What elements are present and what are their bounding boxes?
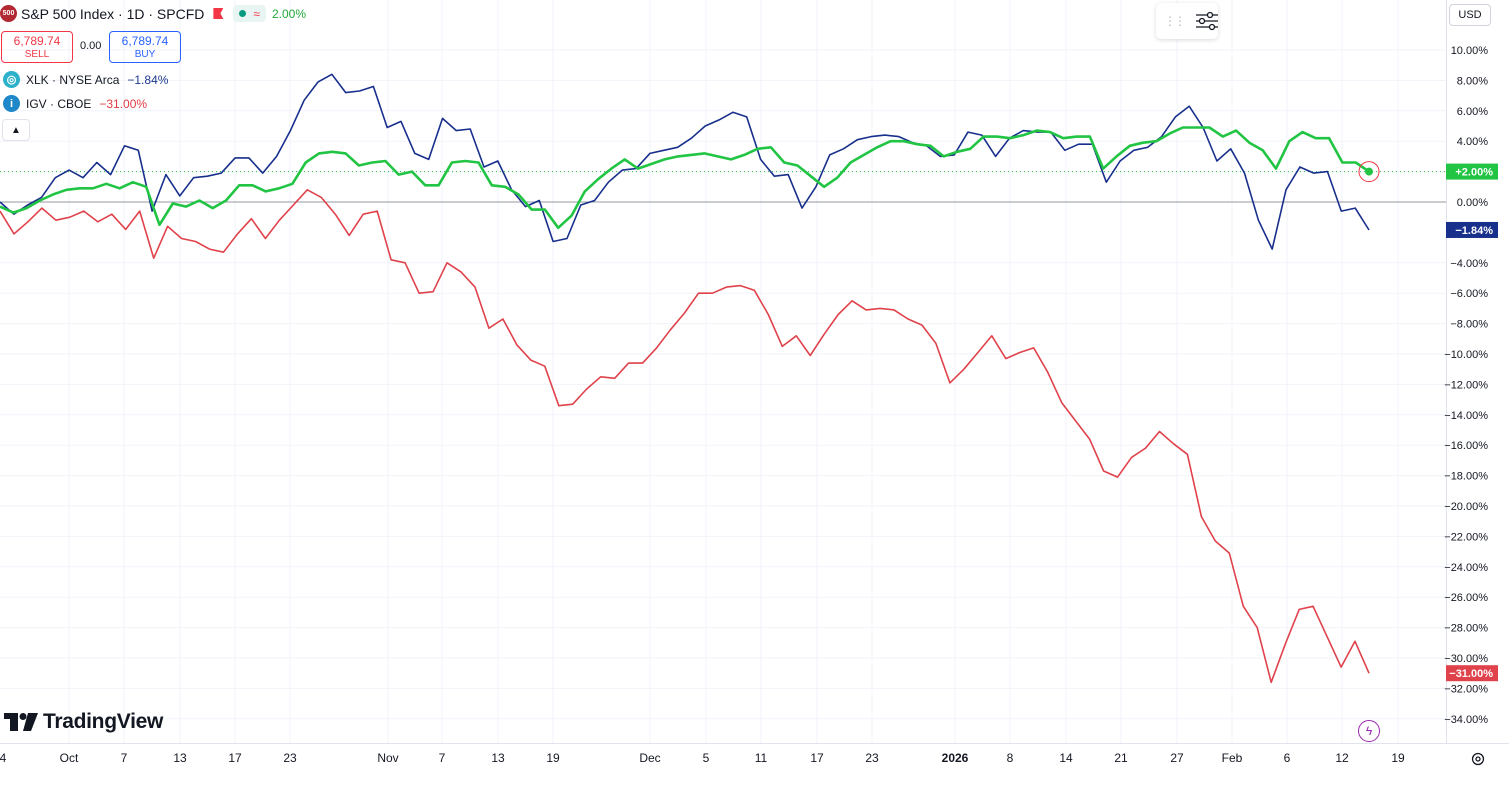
y-tick-label: −10.00% [1444,349,1488,361]
object-tree-button[interactable]: ⋮⋮ [1156,3,1218,39]
chart-title[interactable]: S&P 500 Index · 1D · SPCFD [21,5,205,22]
y-tick-label: −28.00% [1444,623,1488,635]
y-tick-label: −32.00% [1444,683,1488,695]
y-tick-label: −12.00% [1444,379,1488,391]
buy-label: BUY [134,49,156,60]
series [0,73,1380,684]
y-tick-label: −34.00% [1444,714,1488,726]
chevron-up-icon: ▲ [11,124,21,136]
compare-legend-igv[interactable]: i IGV · CBOE −31.00% [3,95,147,112]
x-tick-label: 5 [703,751,710,765]
x-tick-label: 13 [173,751,187,765]
tradingview-logo[interactable]: TradingView [4,710,163,734]
main-change-pct: 2.00% [271,6,306,21]
price-axis[interactable]: 10.00%8.00%6.00%4.00%2.00%0.00%−4.00%−6.… [1444,45,1488,726]
last-value-label-bg [1446,665,1498,682]
y-tick-label: −16.00% [1444,440,1488,452]
x-tick-label: Oct [60,751,79,765]
grid [0,0,1446,743]
series-line-xlk [0,73,1370,250]
y-tick-label: −22.00% [1444,531,1488,543]
y-tick-label: −24.00% [1444,562,1488,574]
collapse-legend-button[interactable]: ▲ [2,119,30,141]
x-tick-label: 23 [283,751,297,765]
last-point-marker [1365,167,1373,176]
x-tick-label: 12 [1335,751,1349,765]
series-line-igv [0,189,1370,684]
buy-price: 6,789.74 [121,34,169,48]
last-value-label-bg [1446,221,1498,238]
y-tick-label: −8.00% [1450,319,1488,331]
y-tick-label: 10.00% [1451,45,1489,57]
y-tick-label: 0.00% [1457,197,1488,209]
y-tick-label: 6.00% [1457,106,1488,118]
flag-icon[interactable] [213,8,224,19]
y-tick-label: −26.00% [1444,592,1488,604]
y-tick-label: −14.00% [1444,410,1488,422]
spread-value: 0.00 [80,40,102,52]
x-tick-label: 21 [1114,751,1128,765]
x-tick-label: Nov [377,751,398,765]
last-value-label: −31.00% [1449,668,1493,680]
market-open-icon [239,10,247,17]
approx-icon: ≈ [253,6,260,21]
x-tick-label: 17 [228,751,242,765]
drag-handle-icon[interactable]: ⋮⋮ [1164,14,1186,28]
last-value-labels: +2.00% −1.84% −31.00% [1446,163,1498,682]
igv-label: IGV · CBOE [26,96,92,111]
status-pill[interactable]: ≈ [233,5,266,22]
sell-label: SELL [24,49,50,60]
last-value-label: +2.00% [1455,167,1493,179]
igv-change: −31.00% [99,96,148,111]
last-value-label-bg [1446,163,1498,180]
sliders-icon [1196,11,1218,31]
x-tick-label: 7 [439,751,446,765]
x-tick-label: Dec [639,751,660,765]
y-tick-label: −30.00% [1444,653,1488,665]
y-tick-label: 8.00% [1457,75,1488,87]
chart-settings-icon[interactable] [1471,752,1485,766]
last-point-ring [1358,161,1380,183]
y-tick-label: −20.00% [1444,501,1488,513]
xlk-icon: ◎ [3,71,20,88]
x-tick-label: 23 [865,751,879,765]
igv-icon: i [3,95,20,112]
y-tick-label: −6.00% [1450,288,1488,300]
sell-button[interactable]: 6,789.74 SELL [1,31,73,63]
x-tick-label: 13 [491,751,505,765]
y-tick-label: −18.00% [1444,471,1488,483]
x-tick-label: 19 [546,751,560,765]
y-tick-label: 4.00% [1457,136,1488,148]
x-tick-label: 6 [1284,751,1291,765]
last-value-label: −1.84% [1455,225,1493,237]
x-tick-label: 8 [1007,751,1014,765]
x-tick-label: 27 [1170,751,1184,765]
time-axis[interactable]: 4 Oct 7 13 17 23 Nov 7 13 19 Dec 5 11 17 23 2026 8 14 21 27… [0,751,1405,765]
x-tick-label: 17 [810,751,824,765]
sp500-badge-icon: 500 [0,5,17,22]
buy-button[interactable]: 6,789.74 BUY [109,31,181,63]
x-tick-label: 7 [121,751,128,765]
x-tick-label: 11 [755,751,768,765]
x-tick-label: 14 [1059,751,1073,765]
tradingview-wordmark: TradingView [43,710,164,733]
xlk-change: −1.84% [127,72,169,87]
x-tick-label: 2026 [942,751,969,765]
tv-logo-icon [4,713,38,731]
xlk-label: XLK · NYSE Arca [26,72,120,87]
series-line-s-p-500-index [0,126,1370,230]
compare-legend-xlk[interactable]: ◎ XLK · NYSE Arca −1.84% [3,71,168,88]
x-tick-label: 19 [1391,751,1405,765]
x-tick-label: 4 [0,751,7,765]
x-tick-label: Feb [1222,751,1243,765]
main-symbol-legend[interactable]: 500 S&P 500 Index · 1D · SPCFD ≈ 2.00% [0,5,306,22]
lightning-icon[interactable]: ϟ [1358,720,1380,742]
sell-price: 6,789.74 [13,34,61,48]
y-tick-label: −4.00% [1450,258,1488,270]
currency-selector[interactable]: USD [1449,4,1491,26]
